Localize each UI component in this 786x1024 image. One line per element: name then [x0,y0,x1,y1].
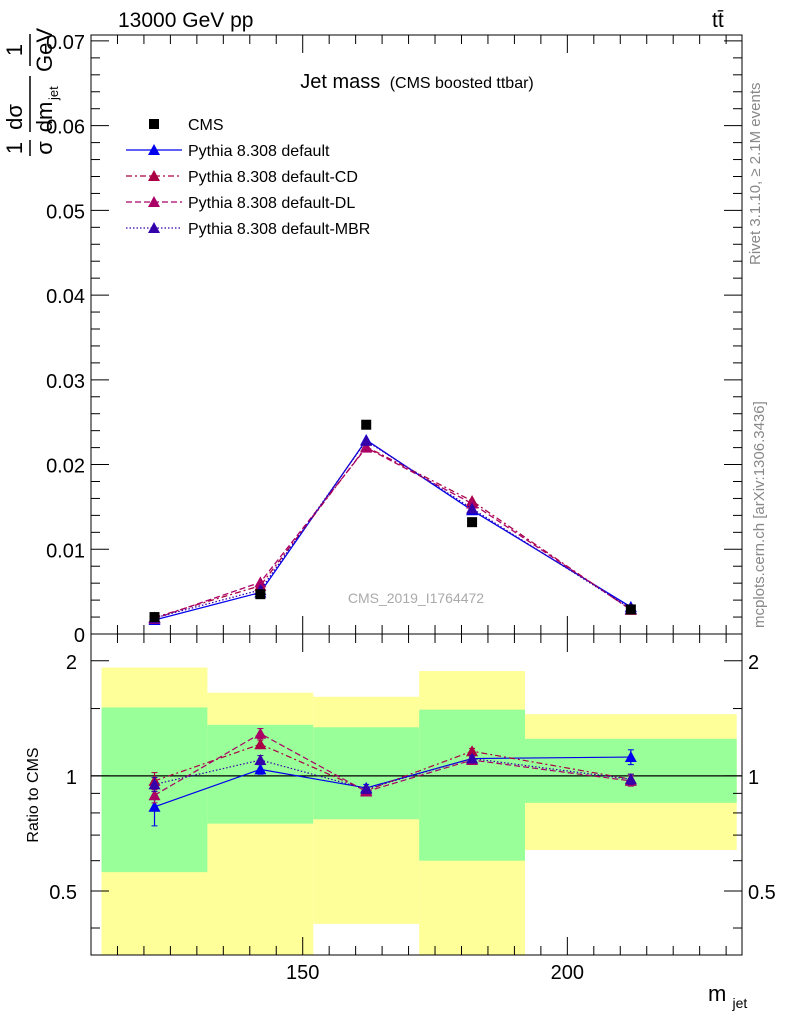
legend-item: Pythia 8.308 default-CD [126,169,358,186]
legend-marker-triangle [148,196,160,207]
mc-point [360,441,373,453]
ratio-y-tick-label: 1 [66,767,77,789]
upper-y-tick-label: 0 [74,625,85,647]
legend-marker-triangle [148,222,160,233]
process-label: tt̄ [712,9,724,32]
legend-item: Pythia 8.308 default-DL [126,195,355,212]
cms-data-point [255,589,266,600]
data-series-cms [149,419,636,623]
ratio-y-tick-label: 0.5 [49,882,77,904]
legend-marker-triangle [148,170,160,181]
upper-y-tick-label: 0.04 [46,286,85,308]
x-axis-label-sub: jet [731,995,747,1011]
ratio-series-1 [148,749,637,827]
plot-title: Jet mass (CMS boosted ttbar) [300,71,534,93]
ylabel-frac1: 1 [2,142,27,154]
ratio-point [148,800,161,812]
mcplots-label: mcplots.cern.ch [arXiv:1306.3436] [751,401,768,628]
ratio-point [148,778,161,790]
ratio-point [254,754,267,766]
ratio-point [360,782,373,794]
ratio-point [254,763,267,775]
legend-marker-square [149,119,159,129]
energy-label: 13000 GeV pp [118,9,253,32]
legend-item: Pythia 8.308 default [126,143,330,160]
x-axis-label: m jet [708,981,747,1011]
legend-label: Pythia 8.308 default [188,143,330,160]
upper-y-tick-label: 0.01 [46,540,85,562]
ratio-y-tick-label-right: 1 [748,767,759,789]
ratio-point [254,738,267,750]
rivet-label: Rivet 3.1.10, ≥ 2.1M events [747,83,764,266]
cms-data-point [361,419,372,430]
cms-data-point [149,612,160,623]
ylabel-dm: dm [32,102,57,133]
ratio-point [624,751,637,763]
ratio-band-green [525,738,737,803]
legend-label: CMS [188,117,224,134]
upper-y-tick-label: 0.05 [46,201,85,223]
legend-item: Pythia 8.308 default-MBR [126,221,370,238]
plot-title-main: Jet mass [300,71,380,93]
mc-point [466,502,479,514]
legend-label: Pythia 8.308 default-CD [188,169,358,186]
x-axis-label-main: m [708,981,726,1006]
cms-data-point [625,604,636,615]
watermark: CMS_2019_I1764472 [348,590,484,606]
x-tick-label: 150 [286,962,319,984]
ylabel-frac2: 1 [2,44,27,56]
ratio-point [466,752,479,764]
ylabel-gev: GeV [32,28,57,72]
upper-y-tick-label: 0.03 [46,371,85,393]
ratio-series-4 [148,752,637,794]
ratio-y-tick-label: 2 [66,652,77,674]
upper-panel: CMS_2019_I1764472 0 0.01 0.02 0.03 0.04 0.05 0… [46,32,743,647]
plot-subtitle: (CMS boosted ttbar) [390,75,534,92]
ylabel-dsigma: dσ [2,104,27,130]
upper-y-axis-label: 1 σ dσ dm jet 1 GeV [2,28,61,156]
legend: CMS Pythia 8.308 default Pythia 8.308 defa… [126,117,370,238]
mc-series-line [154,439,632,619]
upper-y-tick-label: 0.06 [46,117,85,139]
mc-point [360,434,373,446]
upper-y-tick-label: 0.07 [46,32,85,54]
ratio-point [254,727,267,739]
ratio-y-label: Ratio to CMS [25,747,42,842]
legend-item: CMS [149,117,224,134]
ylabel-sigma: σ [32,141,57,155]
legend-label: Pythia 8.308 default-DL [188,195,355,212]
ratio-point [148,789,161,801]
ratio-y-tick-label-right: 2 [748,652,759,674]
ratio-band-green [313,727,420,820]
ratio-panel: 0.5 0.5 1 1 2 2 150 200 Ratio to CMS m jet [25,633,776,1011]
legend-marker-triangle [148,144,160,155]
ratio-frame [90,633,743,956]
ratio-point [624,773,637,785]
mc-point [254,576,267,588]
ratio-y-tick-label-right: 0.5 [748,882,776,904]
legend-label: Pythia 8.308 default-MBR [188,221,370,238]
cms-data-point [467,517,478,528]
ratio-point [466,745,479,757]
x-tick-label: 200 [551,962,584,984]
ratio-band-green [419,709,525,861]
ylabel-jet: jet [46,86,61,101]
upper-y-tick-label: 0.02 [46,456,85,478]
